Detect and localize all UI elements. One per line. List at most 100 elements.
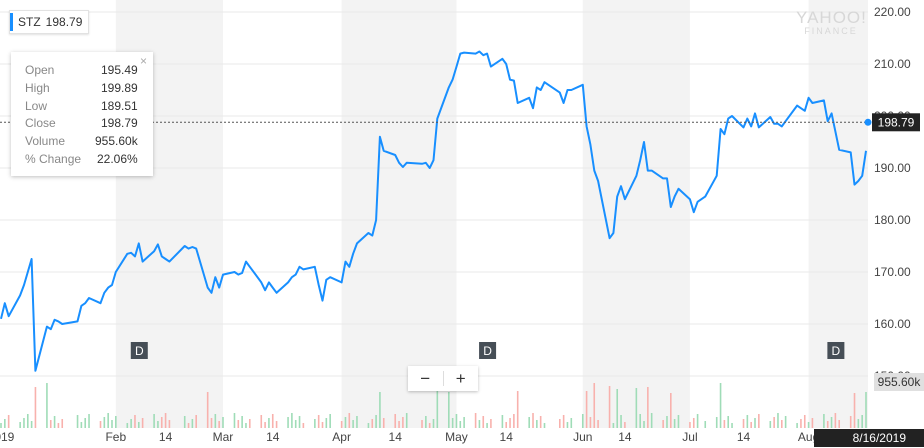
volume-bar: [382, 418, 385, 428]
volume-bar: [321, 422, 324, 428]
volume-bar: [241, 416, 243, 428]
dividend-marker-label: D: [832, 344, 841, 358]
volume-bar: [379, 392, 381, 428]
volume-bar: [271, 414, 274, 428]
volume-bar: [291, 413, 293, 428]
volume-bar: [459, 421, 462, 428]
volume-bar: [111, 420, 113, 428]
volume-bar: [164, 413, 167, 428]
x-tick-label: Jul: [682, 430, 697, 444]
tooltip-value: 198.79: [101, 116, 138, 131]
current-price-tag: [872, 113, 920, 132]
volume-bar: [294, 420, 297, 428]
ticker-price: 198.79: [45, 15, 83, 29]
dividend-marker-label: D: [483, 344, 492, 358]
volume-bar: [696, 414, 699, 428]
close-icon[interactable]: ×: [139, 54, 147, 68]
volume-bar: [115, 416, 117, 428]
volume-bar: [704, 421, 707, 428]
volume-bar: [314, 419, 316, 428]
volume-bar: [562, 415, 565, 428]
volume-bar: [857, 419, 860, 428]
volume-bar: [398, 421, 400, 428]
volume-bar: [84, 418, 87, 428]
volume-bar: [784, 416, 787, 428]
volume-bar: [589, 417, 592, 428]
volume-bar: [88, 414, 90, 428]
volume-bar: [356, 416, 358, 428]
volume-bar: [597, 420, 599, 428]
volume-bar: [566, 422, 569, 428]
volume-bar: [559, 419, 561, 428]
zoom-in-button[interactable]: +: [455, 369, 466, 388]
volume-bar: [670, 393, 672, 428]
volume-bar: [76, 415, 79, 428]
volume-bar: [861, 415, 863, 428]
volume-bar: [673, 419, 676, 428]
month-band: [582, 0, 690, 428]
brand-yahoo: YAHOO!: [796, 8, 867, 27]
volume-bar: [394, 414, 397, 428]
tooltip-row-change: % Change 22.06%: [25, 151, 138, 169]
volume-bar: [727, 416, 730, 428]
tooltip-row-low: Low 189.51: [25, 98, 138, 116]
volume-bar: [719, 383, 722, 428]
volume-bar: [624, 422, 626, 428]
volume-bar: [275, 421, 278, 428]
x-tick-label: Aug: [798, 430, 819, 444]
volume-bar: [137, 422, 140, 428]
volume-bar: [486, 423, 488, 428]
y-tick-label: 170.00: [874, 265, 911, 279]
volume-bar: [823, 414, 825, 428]
volume-bar: [796, 423, 798, 428]
tooltip-label: Open: [25, 63, 55, 77]
volume-bar: [168, 420, 171, 428]
x-tick-label: 14: [159, 430, 173, 444]
volume-bar: [195, 415, 197, 428]
volume-bar: [612, 423, 615, 428]
volume-bar: [428, 423, 431, 428]
volume-bar: [268, 418, 270, 428]
current-price-dot: [864, 118, 872, 126]
y-axis-labels: 220.00210.00200.00190.00180.00170.00160.…: [874, 5, 911, 383]
ticker-legend[interactable]: STZ 198.79: [9, 10, 90, 34]
volume-bar: [620, 415, 622, 428]
volume-bar: [608, 386, 611, 428]
volume-bar: [264, 422, 266, 428]
x-tick-label: 2019: [0, 430, 15, 444]
tooltip-value: 199.89: [101, 80, 138, 95]
x-tick-label: 14: [500, 430, 514, 444]
volume-bar: [23, 418, 25, 428]
volume-bar: [107, 413, 109, 428]
volume-bar: [34, 387, 37, 428]
x-tick-label: Jun: [573, 430, 592, 444]
volume-bar: [803, 415, 806, 428]
x-axis-labels: 2019 Feb 14 Mar 14 Apr 14 May 14 Jun 14 Jul 14 Aug: [0, 430, 819, 444]
volume-bar: [742, 419, 745, 428]
volume-bar: [371, 419, 374, 428]
volume-bar: [302, 423, 305, 428]
volume-bar: [329, 414, 331, 428]
tooltip-value: 22.06%: [97, 151, 138, 166]
volume-bar: [126, 423, 129, 428]
tooltip-row-open: Open 195.49: [25, 62, 138, 80]
volume-bar: [773, 417, 775, 428]
volume-bar: [516, 391, 519, 428]
volume-bar: [455, 414, 458, 428]
zoom-out-button[interactable]: −: [420, 369, 431, 388]
volume-bar: [160, 417, 163, 428]
volume-bar: [463, 417, 465, 428]
volume-bar: [352, 420, 354, 428]
volume-bar: [206, 392, 209, 428]
volume-bar: [287, 417, 289, 428]
volume-bar: [536, 420, 538, 428]
volume-bar: [853, 393, 856, 428]
volume-label: 955.60k: [878, 375, 922, 389]
volume-bar: [715, 417, 718, 428]
volume-bar: [635, 388, 638, 428]
volume-bar: [865, 392, 867, 428]
volume-bar: [218, 421, 220, 428]
price-line: [0, 50, 867, 372]
